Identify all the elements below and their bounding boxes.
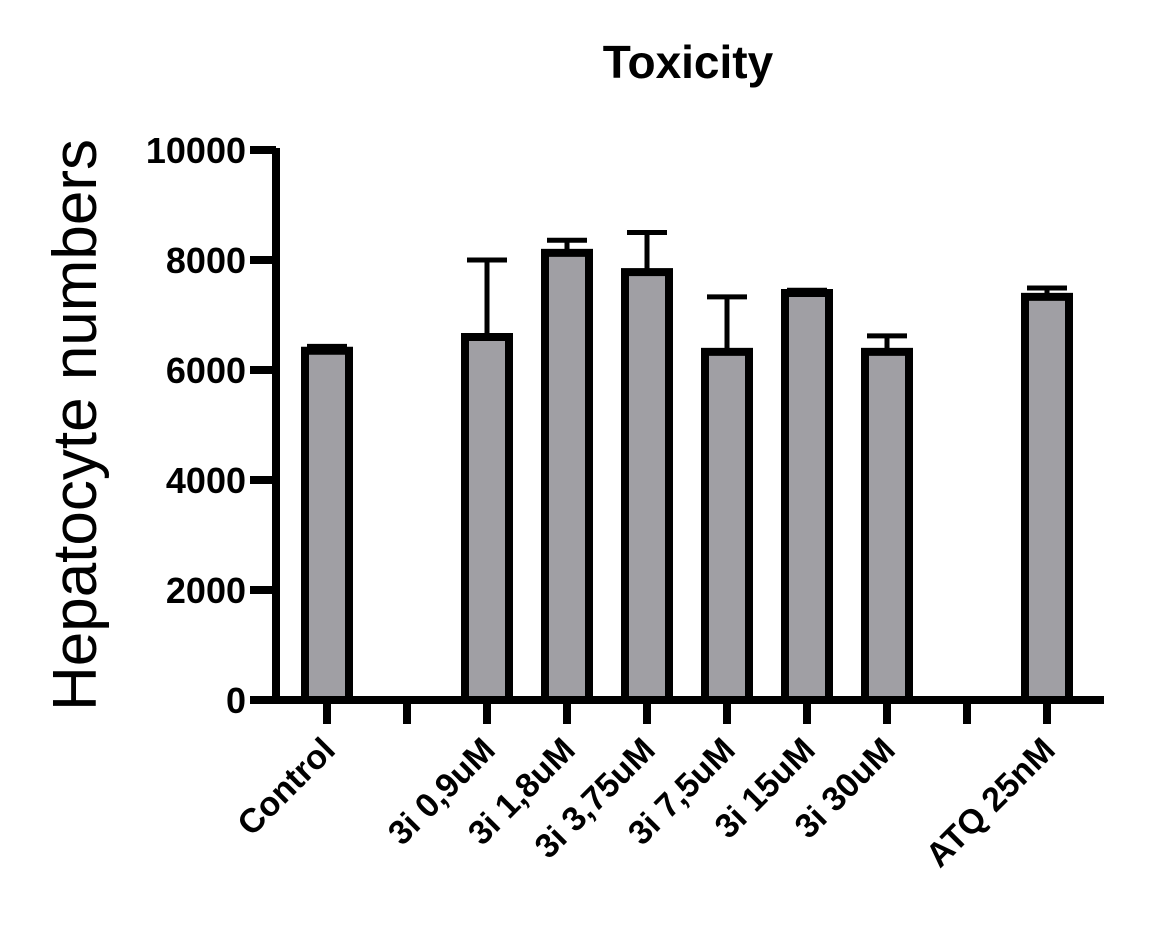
bar xyxy=(301,346,353,704)
bar xyxy=(861,347,913,704)
bar xyxy=(461,333,513,704)
bar xyxy=(701,347,753,704)
x-tick-label: Control xyxy=(230,731,342,843)
y-axis-label: Hepatocyte numbers xyxy=(41,139,110,711)
y-tick-label: 0 xyxy=(226,680,246,721)
bar xyxy=(621,268,673,704)
bar xyxy=(1021,292,1073,704)
axes-layer xyxy=(250,146,1104,724)
y-tick-label: 8000 xyxy=(166,240,246,281)
bar xyxy=(541,248,593,704)
bars-layer xyxy=(301,248,1073,704)
error-bars-layer xyxy=(307,230,1067,352)
y-tick-label: 6000 xyxy=(166,350,246,391)
chart-title: Toxicity xyxy=(603,36,774,88)
y-tick-label: 4000 xyxy=(166,460,246,501)
x-tick-label: ATQ 25nM xyxy=(919,731,1063,875)
bar xyxy=(781,289,833,704)
y-tick-label: 2000 xyxy=(166,570,246,611)
y-tick-label: 10000 xyxy=(146,130,246,171)
